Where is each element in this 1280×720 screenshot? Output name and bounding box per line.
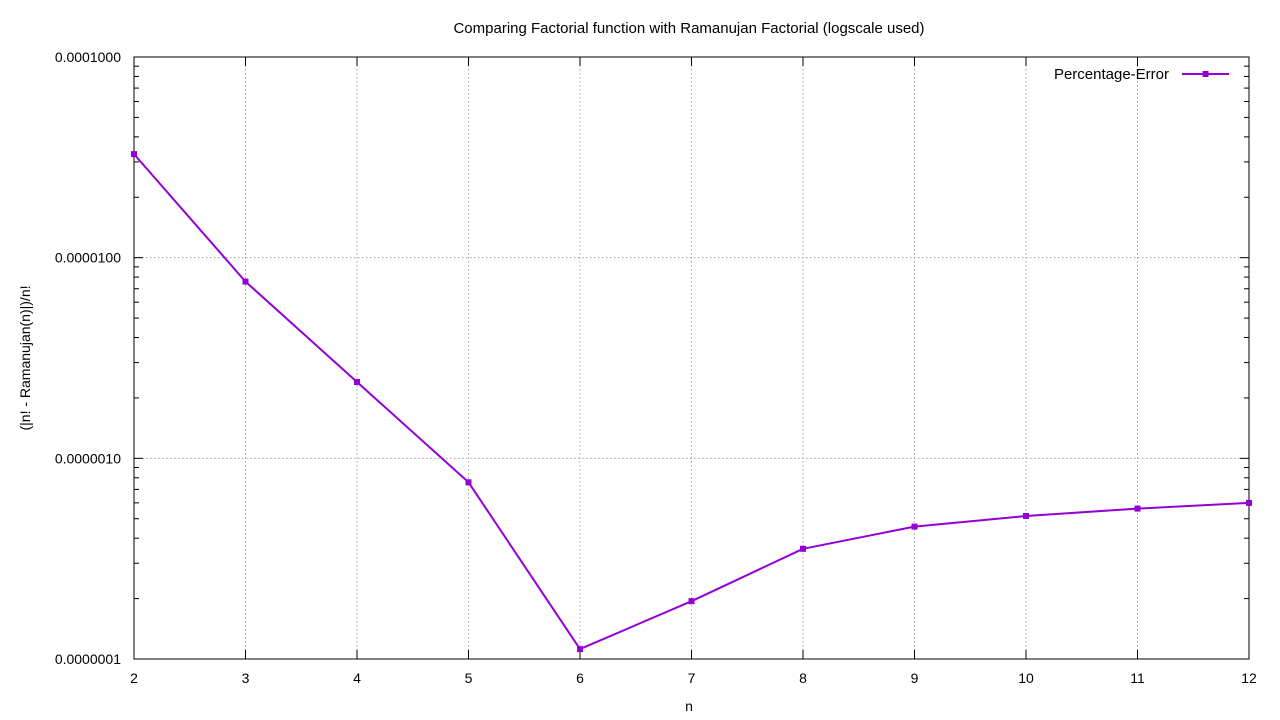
legend-marker	[1202, 71, 1209, 77]
x-tick-label: 10	[1018, 670, 1034, 686]
y-tick-label: 0.0000010	[55, 450, 121, 466]
x-tick-label: 7	[688, 670, 696, 686]
data-point	[354, 379, 360, 385]
y-axis-label: (|n! - Ramanujan(n)|)/n!	[17, 286, 33, 431]
data-point	[242, 278, 249, 285]
legend-label: Percentage-Error	[1054, 66, 1169, 83]
y-tick-label: 0.0001000	[55, 49, 121, 65]
y-tick-label: 0.0000001	[55, 651, 121, 667]
x-tick-label: 5	[465, 670, 473, 686]
x-tick-label: 11	[1130, 670, 1145, 686]
y-tick-label: 0.0000100	[55, 250, 121, 266]
x-tick-label: 12	[1241, 670, 1257, 686]
data-point	[1246, 499, 1252, 506]
data-point	[131, 151, 137, 158]
data-point	[1023, 513, 1029, 519]
x-tick-label: 4	[353, 670, 361, 686]
data-point	[1134, 505, 1141, 512]
x-tick-label: 6	[576, 670, 584, 686]
y-axis-ticks: 0.0000001 0.0000010 0.0000100 0.0001000	[55, 49, 1249, 667]
x-tick-label: 8	[799, 670, 807, 686]
grid-lines	[134, 57, 1249, 659]
x-axis-ticks: 2 3 4 5 6 7 8 9 10 11 12	[130, 57, 1257, 686]
series-layer	[131, 151, 1252, 653]
chart-title: Comparing Factorial function with Ramanu…	[453, 20, 924, 37]
data-point	[577, 646, 583, 653]
x-tick-label: 2	[130, 670, 138, 686]
data-point	[688, 598, 695, 605]
x-tick-label: 9	[911, 670, 919, 686]
legend: Percentage-Error	[1054, 66, 1229, 83]
data-point	[911, 523, 918, 530]
x-tick-label: 3	[242, 670, 250, 686]
data-point	[800, 545, 806, 552]
x-axis-label: n	[685, 698, 693, 714]
data-point	[465, 479, 472, 486]
